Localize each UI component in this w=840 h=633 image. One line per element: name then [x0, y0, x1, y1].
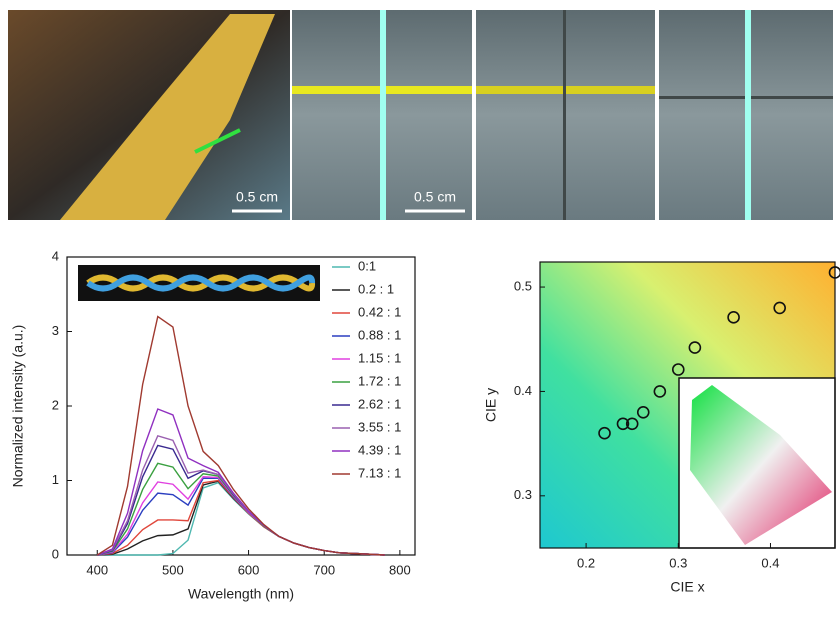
inset-fiber [86, 274, 316, 292]
y-tick-label: 4 [52, 248, 59, 263]
point [598, 426, 611, 440]
point [727, 311, 740, 324]
y-tick-label: 3 [52, 323, 59, 338]
point [636, 406, 650, 419]
y-tick-label: 0.5 [514, 278, 532, 293]
x-tick-label: 0.2 [577, 555, 595, 570]
point [828, 266, 840, 279]
photos: 0.5 cm 0.5 cm [8, 10, 833, 220]
point [625, 417, 639, 431]
y-axis-label: CIE y [483, 388, 499, 422]
scale-label: 0.5 cm [236, 189, 278, 205]
y-axis-label: Normalized intensity (a.u.) [10, 325, 26, 488]
series-line [97, 480, 385, 556]
legend-label: 0.88 : 1 [358, 327, 401, 342]
cyan-fiber [745, 10, 751, 220]
legend-label: 2.62 : 1 [358, 396, 401, 411]
legend-label: 1.15 : 1 [358, 350, 401, 365]
point [616, 417, 630, 431]
point [773, 301, 786, 315]
series-line [97, 479, 385, 556]
x-tick-label: 600 [238, 562, 260, 577]
legend-label: 1.72 : 1 [358, 373, 401, 388]
x-tick-label: 0.4 [761, 555, 779, 570]
y-tick-label: 0 [52, 546, 59, 561]
point [671, 363, 685, 376]
cyan-fiber [380, 10, 386, 220]
point [688, 341, 702, 354]
plot-frame [539, 261, 836, 549]
series-line [97, 477, 385, 556]
x-axis-label: CIE x [670, 579, 704, 595]
x-tick-label: 500 [162, 562, 184, 577]
y-tick-label: 1 [52, 472, 59, 487]
legend-label: 4.39 : 1 [358, 442, 401, 457]
legend-label: 7.13 : 1 [358, 465, 401, 480]
y-tick-label: 0.4 [514, 383, 532, 398]
arrow [194, 128, 241, 154]
x-tick-label: 800 [389, 562, 411, 577]
x-tick-label: 400 [86, 562, 108, 577]
legend-label: 0:1 [358, 258, 376, 273]
series-line [97, 476, 385, 556]
chromaticity-diagram [690, 385, 832, 545]
legend-label: 0.42 : 1 [358, 304, 401, 319]
y-tick-label: 2 [52, 397, 59, 412]
x-tick-label: 0.3 [669, 555, 687, 570]
fiber-bundle [60, 14, 275, 220]
x-tick-label: 700 [313, 562, 335, 577]
legend-label: 3.55 : 1 [358, 419, 401, 434]
point [653, 385, 667, 398]
series-line [96, 315, 385, 556]
y-tick-label: 0.3 [514, 487, 532, 502]
scale-label: 0.5 cm [414, 189, 456, 205]
dark-fiber [563, 10, 566, 220]
x-axis-label: Wavelength (nm) [188, 586, 294, 602]
legend-label: 0.2 : 1 [358, 281, 394, 296]
